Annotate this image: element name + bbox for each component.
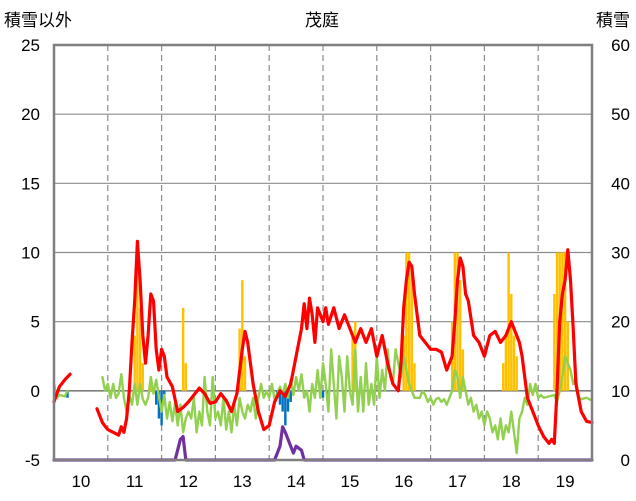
y-right-tick-label: 60	[611, 36, 630, 55]
blue-bar	[286, 390, 290, 412]
left-axis-label: 積雪以外	[4, 11, 72, 31]
red-series-line	[52, 239, 594, 445]
x-tick-label: 11	[126, 472, 144, 491]
orange-bar	[138, 307, 142, 391]
purple-series-line	[52, 425, 594, 462]
x-tick-label: 19	[556, 472, 575, 491]
orange-bar	[241, 280, 244, 391]
x-tick-label: 10	[71, 472, 90, 491]
blue-bar	[289, 390, 292, 402]
orange-bar	[515, 356, 518, 391]
orange-bar	[181, 307, 185, 391]
orange-bar	[555, 252, 559, 391]
orange-bar	[413, 363, 416, 391]
x-tick-label: 13	[233, 472, 252, 491]
y-right-tick-label: 50	[611, 105, 630, 124]
x-tick-label: 18	[502, 472, 521, 491]
blue-bar	[157, 390, 161, 419]
orange-bar	[566, 321, 570, 391]
x-tick-label: 16	[394, 472, 413, 491]
x-tick-label: 15	[340, 472, 359, 491]
blue-bar	[321, 390, 325, 398]
orange-bar	[504, 335, 508, 391]
x-tick-label: 17	[448, 472, 467, 491]
y-left-tick-label: 5	[31, 313, 40, 332]
y-left-tick-label: 25	[21, 36, 40, 55]
chart-title: 茂庭	[305, 11, 339, 31]
y-left-tick-label: -5	[25, 451, 40, 470]
line-series	[52, 239, 594, 462]
blue-bar	[284, 390, 287, 426]
orange-bar	[456, 252, 459, 391]
orange-bar	[133, 335, 136, 391]
orange-bar	[405, 252, 408, 391]
orange-bar	[561, 252, 564, 391]
y-right-tick-label: 0	[621, 451, 630, 470]
y-left-tick-label: 20	[21, 105, 40, 124]
y-right-tick-label: 10	[611, 382, 630, 401]
orange-bar	[410, 266, 413, 391]
orange-bar	[141, 363, 144, 391]
orange-bar	[461, 349, 465, 391]
blue-bar	[281, 390, 284, 412]
orange-bar	[510, 294, 513, 391]
orange-bar	[563, 252, 567, 391]
y-right-tick-label: 40	[611, 174, 630, 193]
orange-bar	[512, 335, 516, 391]
x-tick-label: 14	[287, 472, 306, 491]
plot-frame	[52, 43, 594, 462]
orange-bar	[458, 280, 462, 391]
blue-bar	[278, 390, 282, 405]
orange-bar	[553, 294, 556, 391]
orange-bar	[351, 335, 354, 391]
blue-bar	[155, 390, 158, 405]
orange-bar	[136, 245, 139, 391]
y-left-tick-label: 10	[21, 244, 40, 263]
orange-bar	[243, 356, 247, 391]
orange-bar	[407, 252, 411, 391]
x-tick-label: 12	[179, 472, 198, 491]
orange-bar	[184, 363, 188, 391]
tick-labels: -5 0 5 10 15 20 25 0 10 20 30 40 50 60 10 11 12 13 14 15 16 1…	[21, 36, 630, 491]
y-right-tick-label: 30	[611, 244, 630, 263]
y-left-tick-label: 15	[21, 174, 40, 193]
orange-bar	[507, 252, 510, 391]
y-left-tick-label: 0	[31, 382, 40, 401]
right-axis-label: 積雪	[596, 11, 630, 31]
orange-bar	[502, 363, 505, 391]
blue-bar	[66, 390, 69, 398]
y-right-tick-label: 20	[611, 313, 630, 332]
